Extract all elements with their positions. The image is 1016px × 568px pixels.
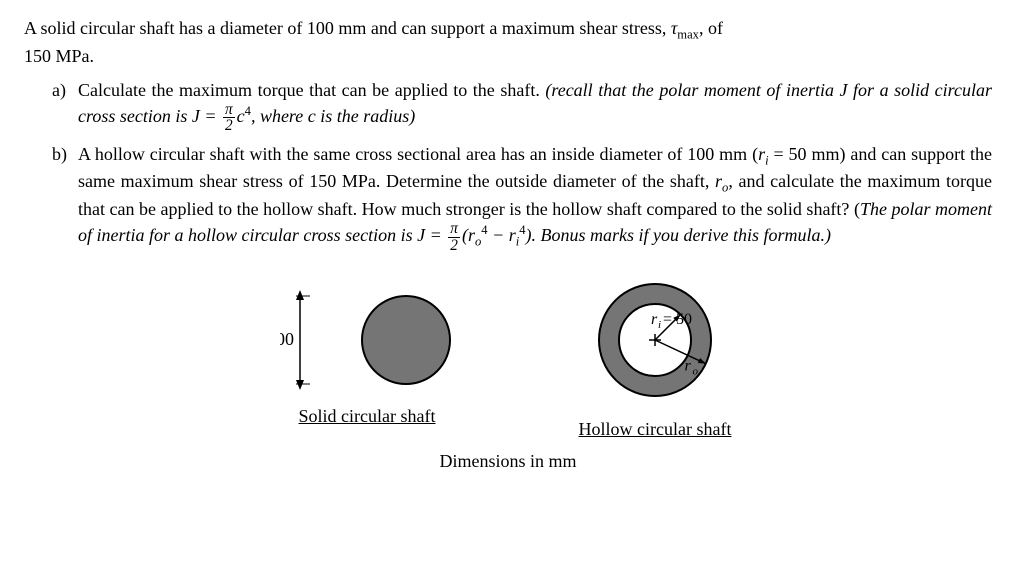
hollow-column: ri = 50ro Hollow circular shaft (574, 277, 736, 441)
b-text1: A hollow circular shaft with the same cr… (78, 144, 758, 164)
intro-text: A solid circular shaft has a diameter of… (24, 16, 992, 68)
figure-row: 100 Solid circular shaft ri = 50ro Hollo… (24, 277, 992, 441)
svg-text:= 50: = 50 (663, 311, 692, 328)
hollow-circle: ri = 50ro (574, 277, 736, 403)
hollow-caption: Hollow circular shaft (579, 417, 732, 441)
svg-text:r: r (684, 358, 691, 375)
a-ital2: , where c is the radius) (251, 106, 415, 126)
b-minus: − (488, 225, 509, 245)
b-paren-close: ). (526, 225, 541, 245)
item-a: a) Calculate the maximum torque that can… (52, 78, 992, 134)
dimension-arrow: 100 (280, 290, 330, 390)
b-ri4-base: r (509, 225, 516, 245)
solid-figure: 100 (280, 290, 454, 390)
svg-text:i: i (658, 319, 661, 331)
solid-circle (358, 292, 454, 388)
a-frac-num: π (223, 102, 235, 118)
solid-column: 100 Solid circular shaft (280, 290, 454, 428)
intro-part1: A solid circular shaft has a diameter of… (24, 18, 671, 38)
body-b: A hollow circular shaft with the same cr… (78, 142, 992, 253)
question-list: a) Calculate the maximum torque that can… (52, 78, 992, 253)
item-b: b) A hollow circular shaft with the same… (52, 142, 992, 253)
a-c4-base: c (237, 106, 245, 126)
svg-text:o: o (692, 366, 698, 378)
b-frac: π2 (448, 221, 460, 253)
intro-part2: , of (699, 18, 723, 38)
intro-line2: 150 MPa. (24, 46, 94, 66)
tau-sub: max (677, 28, 699, 42)
svg-text:100: 100 (280, 329, 294, 349)
solid-caption: Solid circular shaft (299, 404, 436, 428)
marker-b: b) (52, 142, 78, 253)
b-ro: r (715, 171, 722, 191)
a-text1: Calculate the maximum torque that can be… (78, 80, 545, 100)
b-ital2: Bonus marks if you derive this formula.) (541, 225, 831, 245)
body-a: Calculate the maximum torque that can be… (78, 78, 992, 134)
a-frac: π2 (223, 102, 235, 134)
b-frac-den: 2 (448, 238, 460, 253)
b-ro4-base: r (468, 225, 475, 245)
a-frac-den: 2 (223, 118, 235, 133)
b-frac-num: π (448, 221, 460, 237)
marker-a: a) (52, 78, 78, 134)
svg-text:r: r (651, 311, 658, 328)
dimensions-caption: Dimensions in mm (24, 449, 992, 473)
